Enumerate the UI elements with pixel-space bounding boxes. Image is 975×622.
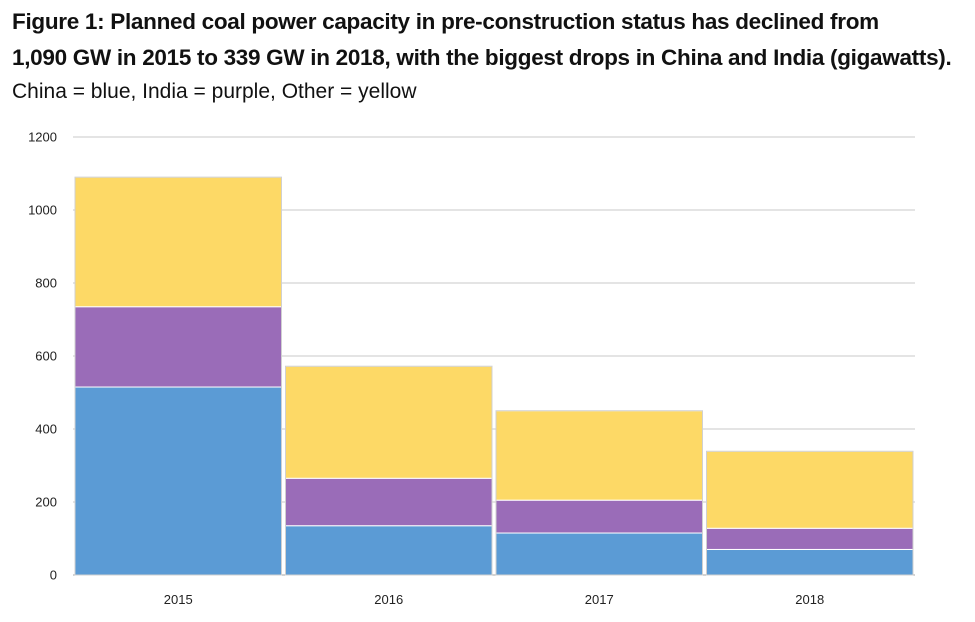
bar-india-2015 bbox=[74, 306, 282, 388]
y-tick-label: 1000 bbox=[28, 203, 57, 218]
bar-india-2018 bbox=[706, 527, 914, 550]
bar-india-2016 bbox=[285, 477, 493, 527]
bar-outline-2018 bbox=[706, 450, 914, 576]
y-tick-label: 400 bbox=[35, 422, 57, 437]
x-tick-label: 2015 bbox=[164, 592, 193, 607]
y-tick-label: 0 bbox=[50, 568, 57, 583]
bar-china-2016 bbox=[285, 525, 493, 576]
bar-outline-2016 bbox=[285, 365, 493, 576]
y-tick-label: 600 bbox=[35, 349, 57, 364]
x-tick-label: 2016 bbox=[374, 592, 403, 607]
y-tick-label: 800 bbox=[35, 276, 57, 291]
bar-outline-2015 bbox=[74, 176, 282, 576]
bar-china-2017 bbox=[495, 532, 703, 576]
x-axis-ticks: 2015 2016 2017 2018 bbox=[164, 592, 824, 607]
bar-other-2018 bbox=[706, 450, 914, 529]
bar-china-2018 bbox=[706, 548, 914, 576]
y-axis-ticks: 0 200 400 600 800 1000 1200 bbox=[28, 130, 57, 583]
bar-other-2015 bbox=[74, 176, 282, 308]
y-tick-label: 1200 bbox=[28, 130, 57, 145]
chart-title-line-2: 1,090 GW in 2015 to 339 GW in 2018, with… bbox=[12, 45, 952, 70]
y-tick-label: 200 bbox=[35, 495, 57, 510]
bar-other-2016 bbox=[285, 365, 493, 479]
bar-india-2017 bbox=[495, 499, 703, 534]
bar-stacks bbox=[74, 176, 914, 576]
chart-title: Figure 1: Planned coal power capacity in… bbox=[12, 4, 972, 76]
bar-china-2015 bbox=[74, 386, 282, 576]
bar-other-2017 bbox=[495, 410, 703, 501]
chart-title-line-1: Figure 1: Planned coal power capacity in… bbox=[12, 9, 879, 34]
x-tick-label: 2018 bbox=[795, 592, 824, 607]
chart-subtitle: China = blue, India = purple, Other = ye… bbox=[12, 80, 417, 103]
x-tick-label: 2017 bbox=[585, 592, 614, 607]
bar-outline-2017 bbox=[495, 410, 703, 576]
